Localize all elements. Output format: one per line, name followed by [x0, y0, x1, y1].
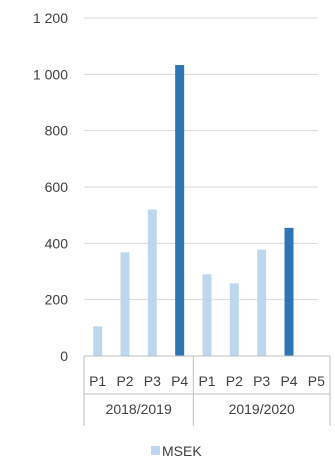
legend-label: MSEK	[162, 443, 202, 459]
y-tick-label: 400	[45, 235, 69, 251]
y-tick-label: 800	[45, 123, 69, 139]
y-tick-label: 1 000	[33, 66, 68, 82]
y-tick-label: 600	[45, 179, 69, 195]
x-tick-label: P2	[226, 373, 243, 389]
x-tick-label: P1	[198, 373, 215, 389]
group-label: 2019/2020	[229, 401, 295, 417]
x-tick-label: P2	[116, 373, 133, 389]
bar	[284, 227, 294, 356]
x-tick-label: P1	[89, 373, 106, 389]
y-tick-label: 1 200	[33, 10, 68, 26]
bar	[147, 209, 157, 356]
bar	[93, 326, 103, 356]
bar	[175, 65, 185, 356]
y-tick-label: 0	[60, 348, 68, 364]
x-tick-label: P3	[253, 373, 270, 389]
bar	[202, 274, 212, 356]
x-tick-label: P4	[171, 373, 188, 389]
bar	[257, 249, 267, 356]
bar	[120, 252, 130, 356]
x-tick-label: P5	[308, 373, 325, 389]
x-tick-label: P3	[144, 373, 161, 389]
legend-swatch	[151, 446, 160, 455]
group-label: 2018/2019	[106, 401, 172, 417]
y-tick-label: 200	[45, 292, 69, 308]
bar	[229, 283, 239, 356]
x-tick-label: P4	[280, 373, 297, 389]
